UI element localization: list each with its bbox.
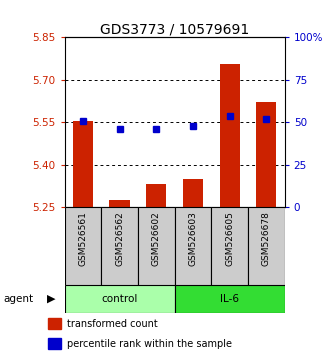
Bar bbox=[256, 102, 276, 207]
Bar bbox=[73, 121, 93, 207]
Text: control: control bbox=[101, 294, 138, 304]
Bar bbox=[48, 338, 61, 349]
Bar bbox=[110, 200, 130, 207]
Text: GSM526562: GSM526562 bbox=[115, 211, 124, 266]
Bar bbox=[48, 318, 61, 329]
Bar bbox=[183, 179, 203, 207]
Text: percentile rank within the sample: percentile rank within the sample bbox=[67, 339, 232, 349]
Text: agent: agent bbox=[3, 294, 33, 304]
Bar bbox=[174, 285, 285, 313]
Text: transformed count: transformed count bbox=[67, 319, 158, 329]
Bar bbox=[65, 285, 174, 313]
Text: GSM526602: GSM526602 bbox=[152, 211, 161, 266]
Bar bbox=[65, 207, 101, 285]
Bar bbox=[138, 207, 174, 285]
Text: GSM526561: GSM526561 bbox=[78, 211, 87, 266]
Text: GSM526603: GSM526603 bbox=[188, 211, 198, 266]
Title: GDS3773 / 10579691: GDS3773 / 10579691 bbox=[100, 22, 249, 36]
Text: GSM526678: GSM526678 bbox=[262, 211, 271, 266]
Bar bbox=[174, 207, 211, 285]
Text: ▶: ▶ bbox=[47, 294, 56, 304]
Bar bbox=[248, 207, 285, 285]
Text: GSM526605: GSM526605 bbox=[225, 211, 234, 266]
Bar bbox=[101, 207, 138, 285]
Bar bbox=[219, 64, 240, 207]
Bar bbox=[146, 184, 166, 207]
Bar bbox=[211, 207, 248, 285]
Text: IL-6: IL-6 bbox=[220, 294, 239, 304]
